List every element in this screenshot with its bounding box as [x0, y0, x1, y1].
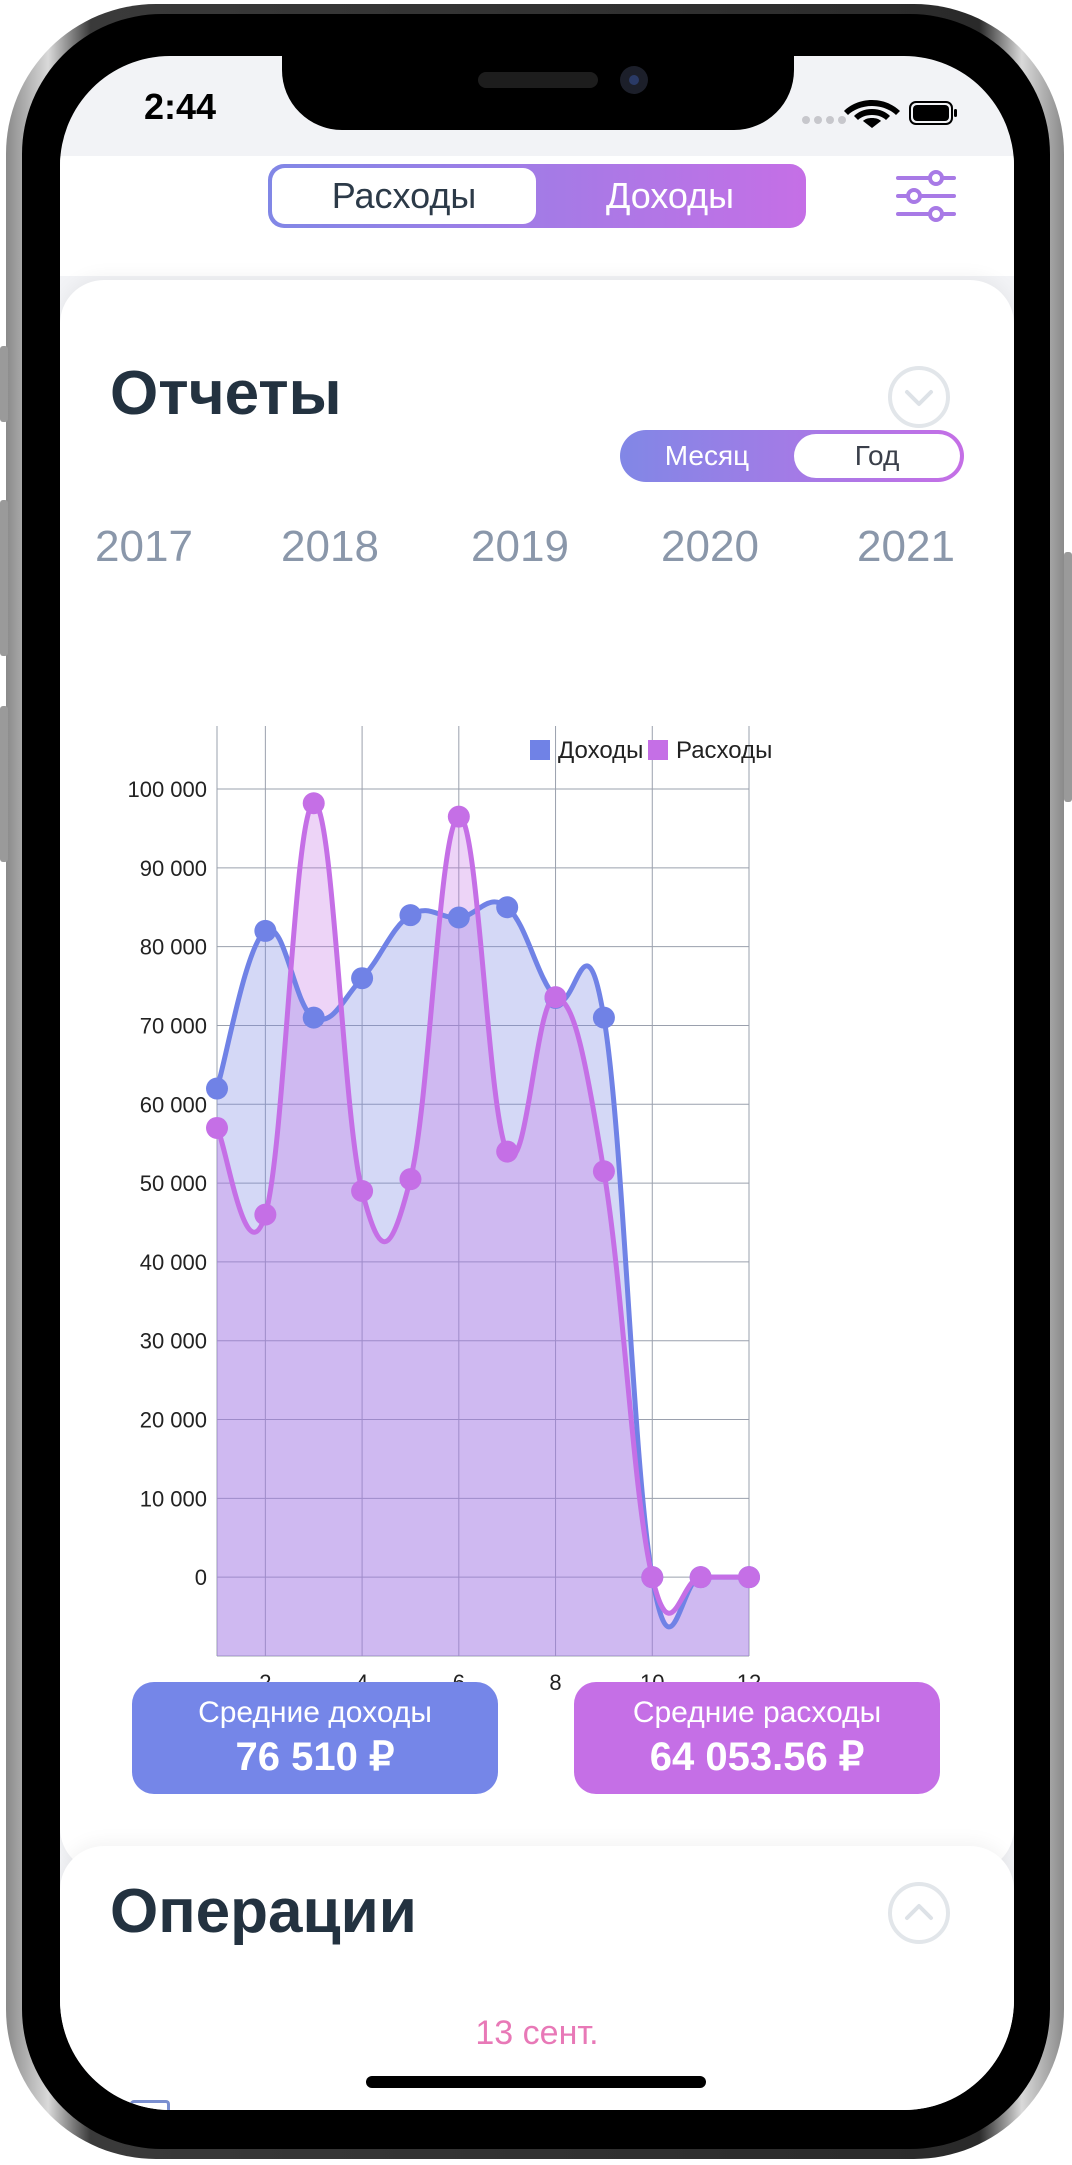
wifi-icon — [844, 100, 900, 128]
speaker — [478, 72, 598, 88]
y-tick-label: 50 000 — [140, 1171, 207, 1196]
reports-collapse-button[interactable] — [888, 366, 950, 428]
power-button — [1064, 552, 1072, 802]
period-option-month[interactable]: Месяц — [664, 440, 750, 471]
data-point — [689, 1566, 712, 1589]
mute-switch — [0, 346, 8, 422]
average-expense-card: Средние расходы 64 053.56 ₽ — [574, 1682, 940, 1794]
screen: 2:44 Расходы Доходы — [60, 56, 1014, 2110]
data-point — [206, 1116, 228, 1139]
legend-label: Доходы — [558, 737, 643, 764]
y-tick-label: 70 000 — [140, 1013, 207, 1038]
data-point — [351, 1180, 374, 1202]
y-tick-label: 0 — [195, 1565, 207, 1590]
data-point — [399, 904, 422, 927]
year-item[interactable]: 2018 — [281, 522, 379, 571]
data-point — [496, 1140, 519, 1163]
data-point — [351, 967, 374, 990]
y-tick-label: 100 000 — [127, 777, 207, 802]
front-camera — [620, 66, 648, 94]
home-indicator — [366, 2076, 706, 2088]
data-point — [302, 792, 325, 815]
y-tick-label: 60 000 — [140, 1092, 207, 1117]
average-expense-label: Средние расходы — [632, 1696, 882, 1729]
y-tick-label: 40 000 — [140, 1250, 207, 1275]
battery-icon — [909, 101, 957, 125]
data-point — [592, 1160, 615, 1183]
data-point — [447, 906, 470, 929]
chevron-up-icon — [905, 1904, 933, 1920]
legend-swatch — [648, 740, 668, 760]
average-expense-value: 64 053.56 ₽ — [649, 1735, 865, 1779]
volume-up-button — [0, 500, 8, 656]
y-tick-label: 10 000 — [140, 1486, 207, 1511]
data-point — [592, 1006, 615, 1029]
chevron-down-icon — [905, 390, 933, 406]
sliders-icon — [896, 170, 956, 222]
data-point — [447, 805, 470, 828]
y-tick-label: 90 000 — [140, 856, 207, 881]
legend-label: Расходы — [676, 737, 772, 764]
year-selector: 2017 2018 2019 2020 2021 — [60, 522, 1014, 582]
y-tick-label: 30 000 — [140, 1329, 207, 1354]
average-income-label: Средние доходы — [198, 1696, 432, 1729]
data-point — [496, 896, 519, 919]
average-income-card: Средние доходы 76 510 ₽ — [132, 1682, 498, 1794]
area-expense — [217, 803, 749, 1656]
data-point — [302, 1006, 325, 1029]
reports-title: Отчеты — [110, 359, 342, 428]
y-tick-label: 80 000 — [140, 935, 207, 960]
year-item[interactable]: 2020 — [661, 522, 759, 571]
mode-option-income[interactable]: Доходы — [605, 175, 735, 216]
data-point — [399, 1168, 422, 1191]
data-point — [254, 1203, 277, 1226]
operations-collapse-button[interactable] — [888, 1882, 950, 1944]
operations-date-header: 13 сент. — [475, 2014, 599, 2052]
year-item[interactable]: 2021 — [857, 522, 955, 571]
period-switch: Месяц Год — [620, 430, 964, 482]
operations-title: Операции — [110, 1877, 417, 1946]
cellular-dots-icon — [802, 116, 846, 124]
mode-switch: Расходы Доходы — [268, 164, 806, 228]
data-point — [544, 986, 567, 1009]
data-point — [738, 1566, 760, 1589]
y-tick-label: 20 000 — [140, 1408, 207, 1433]
period-option-year[interactable]: Год — [794, 434, 960, 478]
notch — [282, 56, 794, 130]
mode-option-expenses[interactable]: Расходы — [272, 168, 536, 224]
volume-down-button — [0, 706, 8, 862]
legend-swatch — [530, 740, 550, 760]
reports-chart: 100 000 90 000 80 000 70 000 60 000 50 000 40 … — [127, 726, 772, 1695]
x-tick-label: 8 — [549, 1670, 561, 1695]
filter-button[interactable] — [896, 170, 956, 222]
data-point — [641, 1566, 664, 1589]
status-icons — [800, 94, 960, 134]
year-item[interactable]: 2017 — [95, 522, 193, 571]
status-time: 2:44 — [144, 86, 217, 127]
operations-card: Операции — [60, 1846, 1014, 2110]
year-item[interactable]: 2019 — [471, 522, 569, 571]
data-point — [254, 919, 277, 942]
average-income-value: 76 510 ₽ — [235, 1735, 395, 1779]
data-point — [206, 1077, 228, 1100]
operation-category-icon — [130, 2100, 170, 2110]
